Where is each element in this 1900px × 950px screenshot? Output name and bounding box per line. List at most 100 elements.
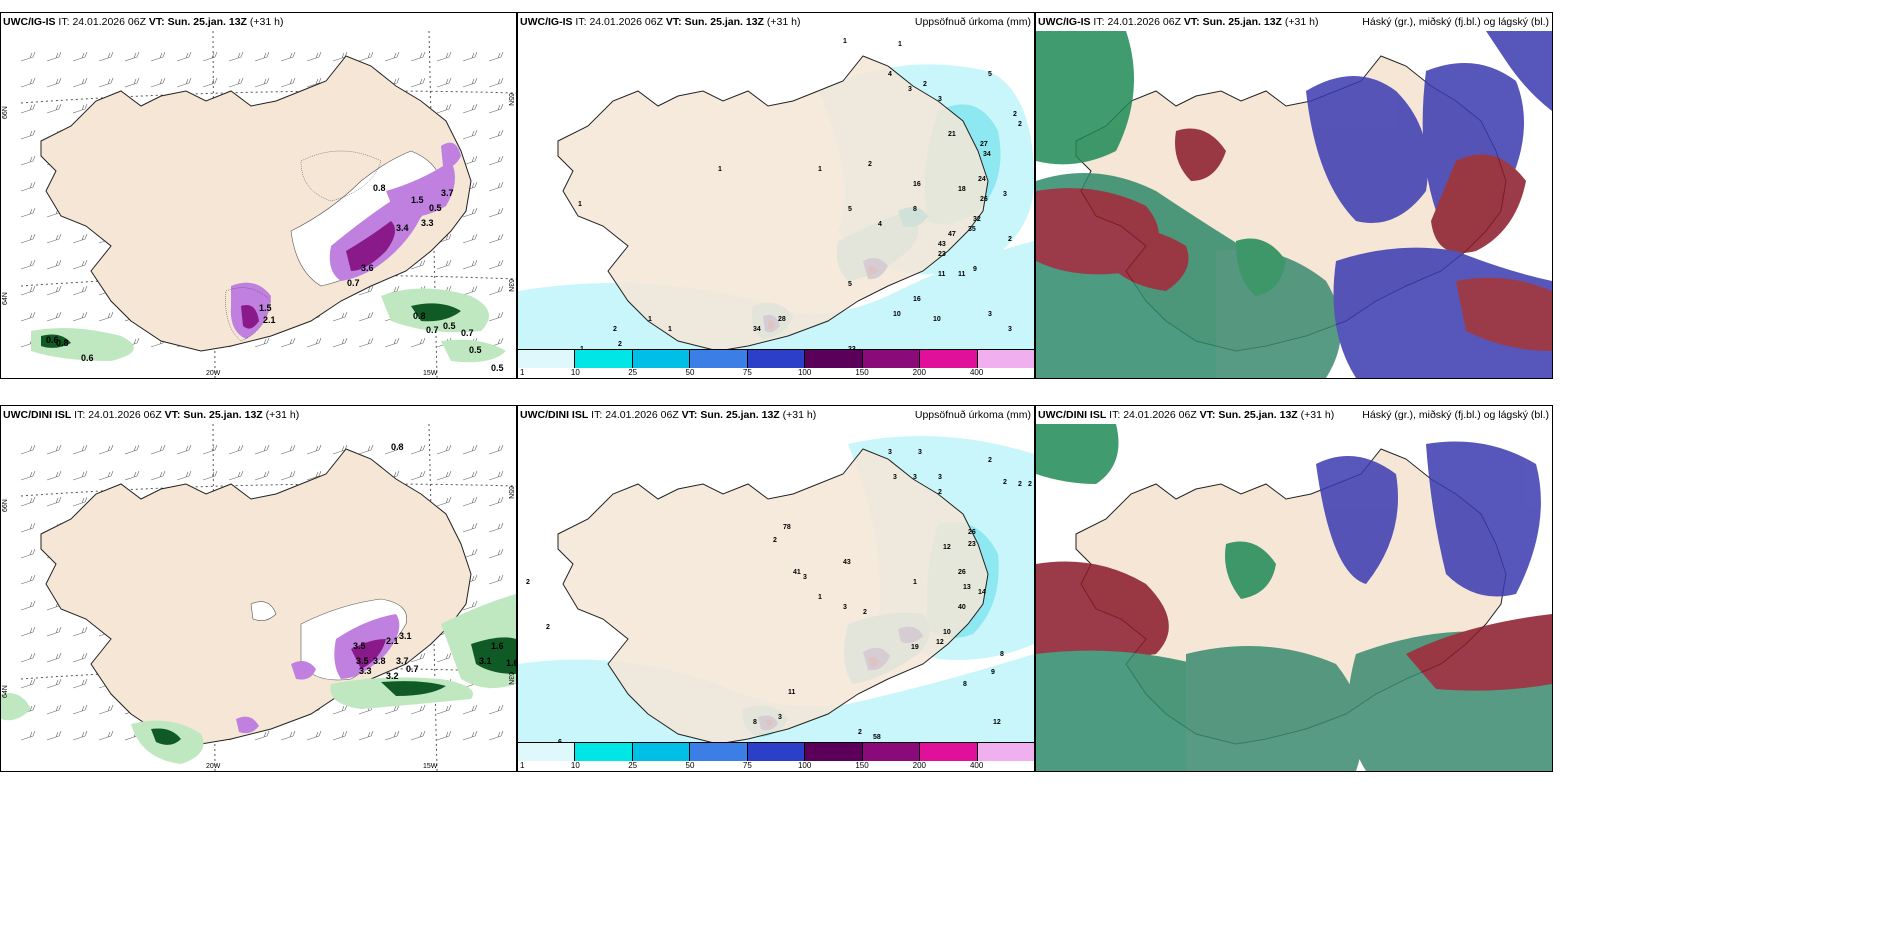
value-label: 0.8 bbox=[373, 183, 386, 193]
wind-barb bbox=[384, 704, 400, 715]
it-value: 24.01.2026 06Z bbox=[1123, 409, 1197, 421]
value-label: 11 bbox=[938, 271, 946, 278]
value-label: 14 bbox=[978, 589, 986, 596]
wind-barb bbox=[280, 77, 296, 88]
wind-barb bbox=[332, 704, 348, 715]
colorbar-swatch bbox=[920, 350, 978, 368]
panel-dini-clouds: UWC/DINI ISL IT: 24.01.2026 06Z VT: Sun.… bbox=[1035, 405, 1553, 772]
value-label: 2 bbox=[863, 609, 867, 616]
graticule bbox=[20, 424, 516, 771]
value-label: 0.5 bbox=[469, 345, 482, 355]
wind-barb bbox=[410, 730, 426, 741]
colorbar-tick-label: 1 bbox=[520, 368, 525, 377]
wind-barb bbox=[358, 311, 374, 322]
vt-label: VT: bbox=[148, 16, 165, 28]
iceland-map bbox=[1036, 31, 1552, 378]
colorbar: 1 10 25 50 75 100 150 200 400 bbox=[518, 349, 1034, 378]
wind-barb bbox=[150, 51, 166, 62]
wind-barb bbox=[462, 285, 478, 296]
model-name: UWC/DINI ISL bbox=[520, 409, 589, 421]
colorbar-tick-label: 400 bbox=[969, 368, 984, 377]
lon-label-15w: 15W bbox=[423, 763, 438, 770]
wind-barb bbox=[436, 103, 452, 114]
value-label: 1.6 bbox=[491, 641, 504, 651]
rain-areas bbox=[31, 288, 506, 363]
value-label: 0.7 bbox=[461, 328, 474, 338]
value-label: 2 bbox=[1003, 479, 1007, 486]
wind-barb bbox=[462, 259, 478, 270]
wind-barb bbox=[332, 730, 348, 741]
value-label: 26 bbox=[980, 196, 988, 203]
wind-barb bbox=[488, 470, 504, 481]
colorbar-tick-label: 150 bbox=[855, 368, 869, 377]
value-label: 3 bbox=[893, 474, 897, 481]
colorbar-swatch bbox=[862, 743, 921, 761]
wind-barb bbox=[436, 652, 452, 663]
value-label: 10 bbox=[893, 311, 901, 318]
colorbar-swatch bbox=[977, 350, 1034, 368]
value-label: 78 bbox=[783, 524, 791, 531]
it-value: 24.01.2026 06Z bbox=[605, 409, 679, 421]
value-label: 0.7 bbox=[406, 664, 419, 674]
wind-barb bbox=[98, 444, 114, 455]
colorbar-tick-label: 100 bbox=[797, 368, 812, 377]
wind-barb bbox=[488, 77, 504, 88]
model-name: UWC/IG-IS bbox=[3, 16, 56, 28]
panel-header: UWC/DINI ISL IT: 24.01.2026 06Z VT: Sun.… bbox=[1036, 406, 1552, 424]
value-label: 1 bbox=[913, 579, 917, 586]
panel-header: UWC/IG-IS IT: 24.01.2026 06Z VT: Sun. 25… bbox=[1036, 13, 1552, 31]
wind-barb bbox=[72, 51, 88, 62]
wind-barb bbox=[228, 470, 244, 481]
snow-areas bbox=[236, 598, 408, 734]
model-name: UWC/IG-IS bbox=[520, 16, 573, 28]
wind-barb bbox=[20, 496, 36, 507]
wind-barb bbox=[488, 129, 504, 140]
wind-barb bbox=[46, 704, 62, 715]
value-label: 2 bbox=[546, 624, 550, 631]
wind-barb bbox=[358, 51, 374, 62]
wind-barb bbox=[202, 77, 218, 88]
wind-barb bbox=[436, 470, 452, 481]
wind-barb bbox=[358, 730, 374, 741]
wind-barb bbox=[488, 181, 504, 192]
value-label: 8 bbox=[913, 206, 917, 213]
value-label: 3.1 bbox=[399, 631, 412, 641]
wind-barb bbox=[410, 704, 426, 715]
value-label: 18 bbox=[958, 186, 966, 193]
value-label: 19 bbox=[911, 644, 919, 651]
wind-barb bbox=[436, 444, 452, 455]
wind-barb bbox=[72, 311, 88, 322]
colorbar-tick-label: 10 bbox=[570, 761, 580, 770]
colorbar-tick-label: 25 bbox=[628, 761, 638, 770]
wind-barb bbox=[46, 233, 62, 244]
it-label: IT: bbox=[591, 409, 603, 421]
value-label: 5 bbox=[988, 71, 992, 78]
it-label: IT: bbox=[1093, 16, 1105, 28]
value-label: 12 bbox=[993, 719, 1001, 726]
lat-label-63n: 63N bbox=[507, 279, 514, 292]
value-label: 4 bbox=[878, 221, 882, 228]
vt-value: Sun. 25.jan. 13Z bbox=[684, 16, 764, 28]
value-label: 2 bbox=[938, 489, 942, 496]
wind-barb bbox=[254, 470, 270, 481]
vt-value: Sun. 25.jan. 13Z bbox=[183, 409, 263, 421]
colorbar: 1 10 25 50 75 100 150 200 400 bbox=[518, 742, 1034, 771]
wind-barb bbox=[462, 207, 478, 218]
value-label: 1 bbox=[668, 326, 672, 333]
value-label: 2.1 bbox=[263, 315, 276, 325]
vt-label: VT: bbox=[1183, 16, 1200, 28]
wind-barb bbox=[306, 470, 322, 481]
map-area bbox=[1036, 424, 1552, 771]
panel-title: Háský (gr.), miðský (fj.bl.) og lágský (… bbox=[1362, 16, 1549, 28]
value-label: 3 bbox=[908, 86, 912, 93]
colorbar-swatch bbox=[575, 743, 633, 761]
colorbar-swatch bbox=[805, 350, 863, 368]
colorbar-ticks: 1 10 25 50 75 100 150 200 400 bbox=[518, 761, 1034, 771]
wind-barb bbox=[176, 470, 192, 481]
wind-barb bbox=[46, 496, 62, 507]
wind-barb bbox=[46, 103, 62, 114]
panel-dini-accum-precip: UWC/DINI ISL IT: 24.01.2026 06Z VT: Sun.… bbox=[517, 405, 1035, 772]
lat-label-64n: 64N bbox=[2, 685, 9, 698]
panel-igis-clouds: UWC/IG-IS IT: 24.01.2026 06Z VT: Sun. 25… bbox=[1035, 12, 1553, 379]
wind-barb bbox=[20, 652, 36, 663]
